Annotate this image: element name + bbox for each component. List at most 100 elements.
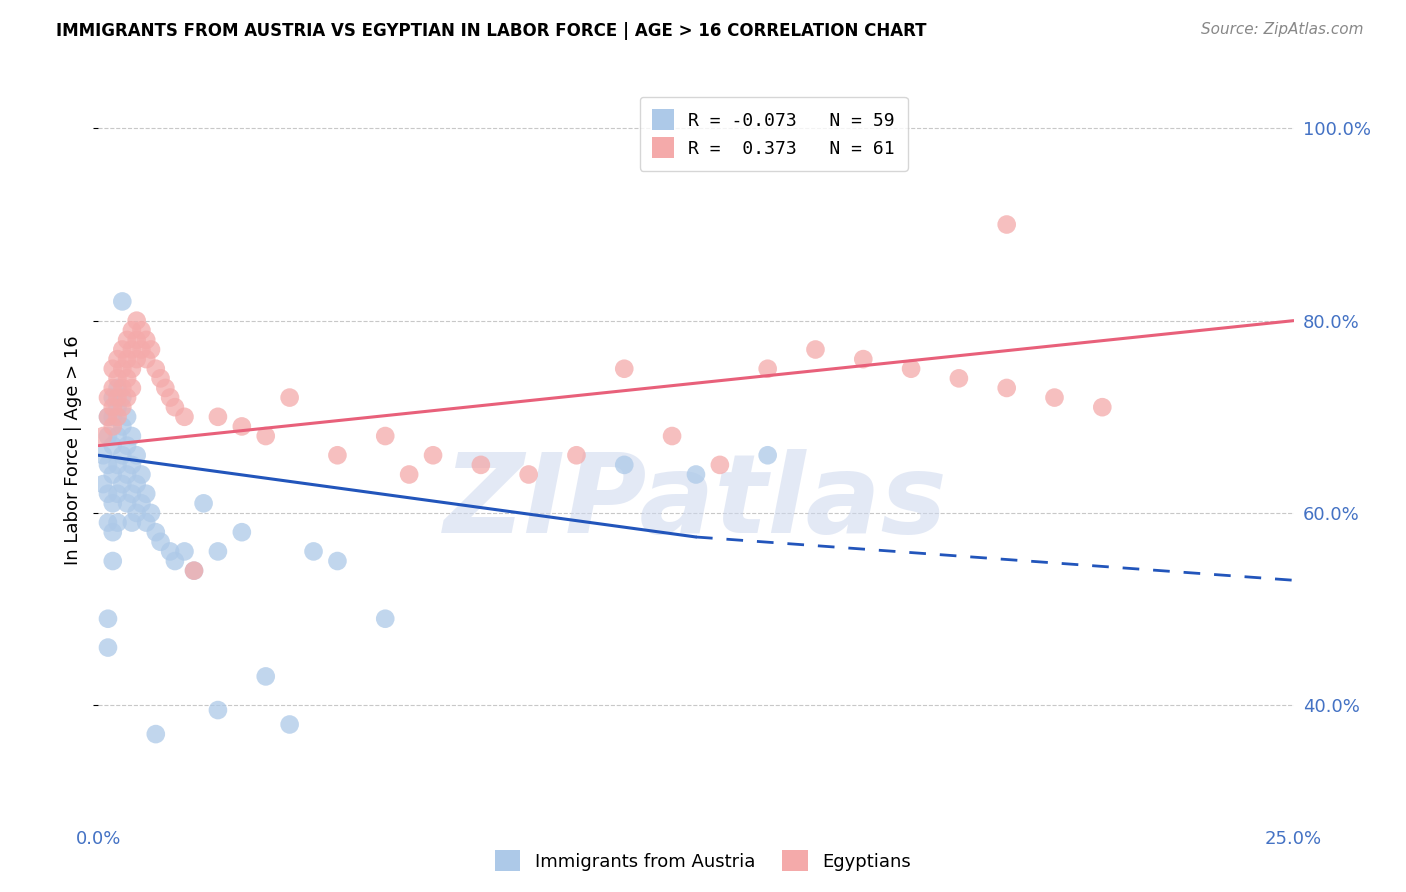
Point: [121, 516, 143, 530]
Point: [111, 477, 134, 491]
Point: [183, 564, 205, 578]
Point: [107, 400, 129, 414]
Point: [107, 391, 129, 405]
Point: [97, 409, 120, 424]
Point: [111, 448, 134, 462]
Point: [613, 361, 636, 376]
Point: [995, 218, 1018, 232]
Point: [131, 496, 153, 510]
Point: [115, 439, 138, 453]
Point: [131, 467, 153, 482]
Point: [948, 371, 970, 385]
Point: [517, 467, 540, 482]
Point: [125, 448, 148, 462]
Point: [97, 612, 120, 626]
Point: [470, 458, 492, 472]
Point: [97, 640, 120, 655]
Point: [207, 544, 229, 558]
Point: [111, 361, 134, 376]
Point: [685, 467, 707, 482]
Legend: Immigrants from Austria, Egyptians: Immigrants from Austria, Egyptians: [488, 843, 918, 879]
Point: [101, 525, 124, 540]
Point: [115, 352, 138, 367]
Point: [97, 391, 120, 405]
Point: [125, 313, 148, 327]
Point: [107, 429, 129, 443]
Point: [107, 458, 129, 472]
Point: [121, 429, 143, 443]
Point: [302, 544, 325, 558]
Point: [101, 467, 124, 482]
Point: [326, 554, 349, 568]
Point: [756, 361, 779, 376]
Point: [91, 448, 114, 462]
Point: [1091, 400, 1114, 414]
Point: [111, 419, 134, 434]
Point: [97, 458, 120, 472]
Point: [101, 381, 124, 395]
Point: [145, 525, 167, 540]
Point: [121, 458, 143, 472]
Point: [115, 409, 138, 424]
Point: [107, 371, 129, 385]
Point: [804, 343, 827, 357]
Point: [145, 727, 167, 741]
Point: [115, 371, 138, 385]
Point: [97, 429, 120, 443]
Point: [107, 352, 129, 367]
Point: [115, 467, 138, 482]
Point: [756, 448, 779, 462]
Point: [101, 361, 124, 376]
Point: [254, 669, 277, 683]
Point: [149, 534, 172, 549]
Point: [207, 409, 229, 424]
Point: [159, 544, 181, 558]
Point: [852, 352, 875, 367]
Y-axis label: In Labor Force | Age > 16: In Labor Force | Age > 16: [65, 335, 83, 566]
Point: [111, 391, 134, 405]
Point: [101, 496, 124, 510]
Point: [97, 516, 120, 530]
Point: [995, 381, 1018, 395]
Point: [326, 448, 349, 462]
Point: [135, 516, 157, 530]
Point: [121, 343, 143, 357]
Point: [107, 381, 129, 395]
Point: [155, 381, 177, 395]
Point: [115, 496, 138, 510]
Point: [139, 343, 162, 357]
Point: [613, 458, 636, 472]
Point: [111, 294, 134, 309]
Point: [101, 439, 124, 453]
Point: [111, 343, 134, 357]
Point: [135, 487, 157, 501]
Point: [101, 419, 124, 434]
Point: [661, 429, 683, 443]
Point: [422, 448, 444, 462]
Point: [173, 409, 195, 424]
Point: [131, 343, 153, 357]
Point: [125, 333, 148, 347]
Point: [231, 525, 253, 540]
Point: [121, 361, 143, 376]
Point: [101, 409, 124, 424]
Point: [101, 554, 124, 568]
Point: [163, 554, 186, 568]
Point: [115, 333, 138, 347]
Point: [125, 477, 148, 491]
Point: [121, 323, 143, 337]
Point: [135, 352, 157, 367]
Point: [374, 612, 396, 626]
Point: [193, 496, 215, 510]
Point: [107, 409, 129, 424]
Point: [565, 448, 588, 462]
Point: [91, 429, 114, 443]
Text: Source: ZipAtlas.com: Source: ZipAtlas.com: [1201, 22, 1364, 37]
Point: [131, 323, 153, 337]
Point: [231, 419, 253, 434]
Text: IMMIGRANTS FROM AUSTRIA VS EGYPTIAN IN LABOR FORCE | AGE > 16 CORRELATION CHART: IMMIGRANTS FROM AUSTRIA VS EGYPTIAN IN L…: [56, 22, 927, 40]
Point: [163, 400, 186, 414]
Point: [91, 477, 114, 491]
Point: [709, 458, 731, 472]
Point: [101, 391, 124, 405]
